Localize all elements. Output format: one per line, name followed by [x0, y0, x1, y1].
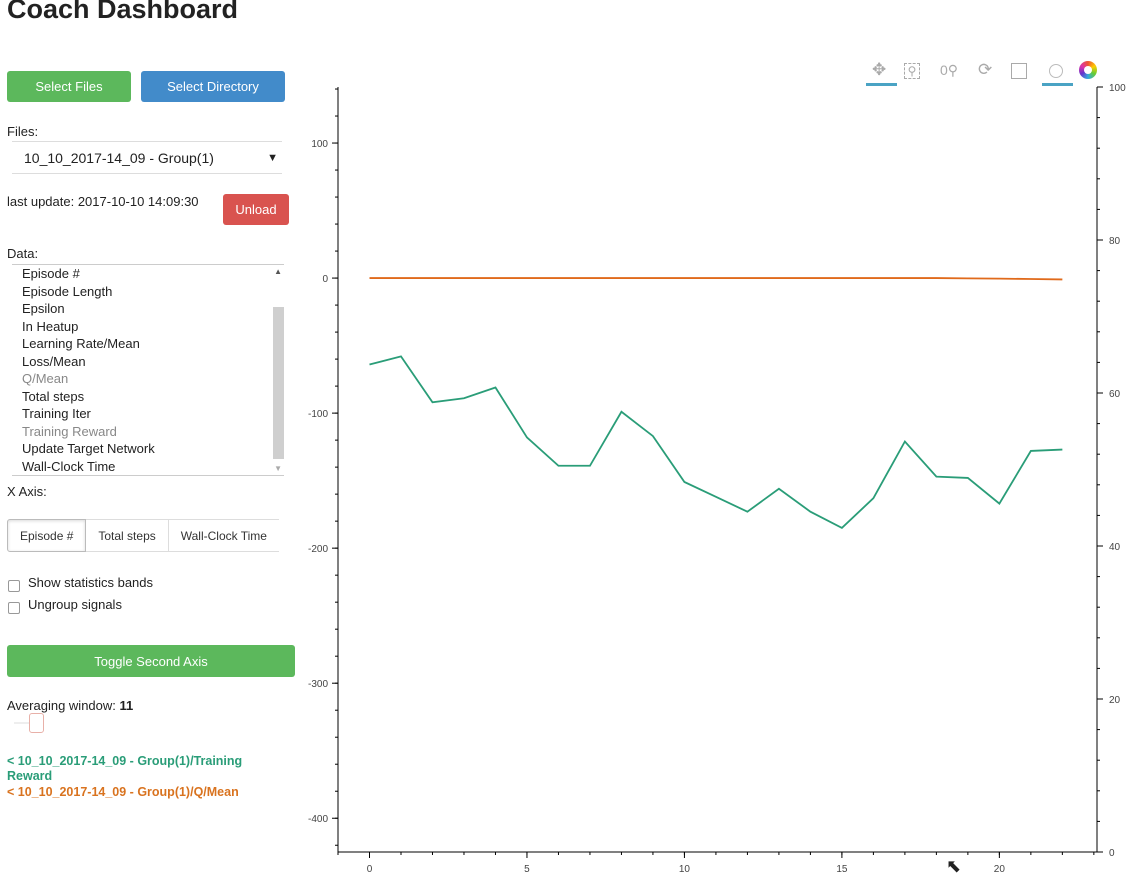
y2-tick-label: 0 [1109, 848, 1115, 859]
x-axis-label: X Axis: [7, 484, 47, 499]
series-line-training-reward [369, 355, 1063, 529]
statistics-bands-label: Show statistics bands [28, 575, 154, 590]
y-tick-label: 0 [322, 274, 328, 285]
mouse-cursor-icon: ⬉ [946, 856, 962, 876]
list-item[interactable]: Learning Rate/Mean [22, 336, 140, 351]
series-line-q-mean [369, 277, 1063, 281]
x-axis-option-wall-clock[interactable]: Wall-Clock Time [168, 519, 279, 552]
pan-active-indicator [866, 83, 897, 86]
y-tick-label: -300 [308, 679, 328, 690]
list-item[interactable]: Epsilon [22, 301, 65, 316]
ungroup-signals-checkbox[interactable] [8, 602, 20, 614]
x-tick-label: 5 [524, 864, 530, 875]
y-tick-label: -200 [308, 544, 328, 555]
x-axis-option-total-steps[interactable]: Total steps [86, 519, 169, 552]
files-select[interactable]: 10_10_2017-14_09 - Group(1) ▼ [12, 141, 282, 174]
scroll-up-icon[interactable]: ▲ [274, 267, 282, 276]
save-icon[interactable] [1011, 63, 1027, 79]
y2-tick-label: 100 [1109, 83, 1126, 94]
y2-tick-label: 80 [1109, 236, 1121, 247]
list-item-selected[interactable]: Q/Mean [22, 371, 69, 386]
y-tick-label: -400 [308, 814, 328, 825]
statistics-bands-checkbox[interactable] [8, 580, 20, 592]
pan-icon[interactable]: ✥ [872, 60, 887, 79]
y-tick-label: -100 [308, 409, 328, 420]
list-item[interactable]: Training Iter [22, 406, 91, 421]
legend-training-reward: < 10_10_2017-14_09 - Group(1)/Training R… [7, 754, 243, 783]
hover-active-indicator [1042, 83, 1073, 86]
last-update-text: last update: 2017-10-10 14:09:30 [7, 194, 199, 209]
averaging-slider-handle[interactable] [29, 713, 44, 733]
data-label: Data: [7, 246, 39, 261]
y2-tick-label: 40 [1109, 542, 1121, 553]
list-item[interactable]: Episode # [22, 266, 80, 281]
ungroup-signals-label: Ungroup signals [28, 597, 122, 612]
x-axis-option-episode[interactable]: Episode # [7, 519, 87, 552]
list-item-selected[interactable]: Training Reward [22, 423, 117, 439]
x-tick-label: 15 [836, 864, 848, 875]
select-directory-button[interactable]: Select Directory [141, 71, 285, 102]
list-item[interactable]: Update Target Network [22, 441, 155, 456]
select-files-button[interactable]: Select Files [7, 71, 131, 102]
list-item[interactable]: Episode Length [22, 283, 113, 299]
y2-tick-label: 60 [1109, 389, 1121, 400]
x-tick-label: 20 [994, 864, 1006, 875]
averaging-value: 11 [119, 698, 134, 713]
unload-button[interactable]: Unload [223, 194, 289, 225]
slider-track[interactable] [14, 722, 30, 724]
hover-icon[interactable] [1049, 64, 1063, 78]
x-axis-radio-group: Episode # Total steps Wall-Clock Time [7, 519, 279, 552]
averaging-label-text: Averaging window: [7, 698, 116, 713]
chevron-down-icon: ▼ [267, 151, 278, 164]
toggle-second-axis-button[interactable]: Toggle Second Axis [7, 645, 295, 677]
reset-icon[interactable]: ⟳ [978, 60, 993, 79]
y2-tick-label: 20 [1109, 695, 1121, 706]
y-tick-label: 100 [311, 139, 328, 150]
scroll-down-icon[interactable]: ▼ [274, 464, 282, 473]
x-tick-label: 10 [679, 864, 691, 875]
list-item[interactable]: In Heatup [22, 318, 79, 334]
list-item[interactable]: Total steps [22, 388, 85, 404]
x-tick-label: 0 [367, 864, 373, 875]
files-selected-value: 10_10_2017-14_09 - Group(1) [24, 149, 214, 166]
wheel-zoom-icon[interactable]: 0⚲ [940, 62, 959, 78]
bokeh-logo-icon[interactable] [1079, 61, 1097, 79]
averaging-window-label: Averaging window: 11 [7, 698, 133, 713]
files-label: Files: [7, 124, 39, 139]
list-item[interactable]: Wall-Clock Time [22, 458, 116, 474]
list-item[interactable]: Loss/Mean [22, 353, 86, 369]
scrollbar[interactable] [273, 307, 284, 459]
data-multiselect[interactable]: Episode # Episode Length Epsilon In Heat… [12, 264, 284, 476]
box-zoom-icon[interactable]: ⚲ [904, 63, 920, 79]
page-title: Coach Dashboard [7, 0, 239, 24]
legend-q-mean: < 10_10_2017-14_09 - Group(1)/Q/Mean [7, 785, 239, 799]
